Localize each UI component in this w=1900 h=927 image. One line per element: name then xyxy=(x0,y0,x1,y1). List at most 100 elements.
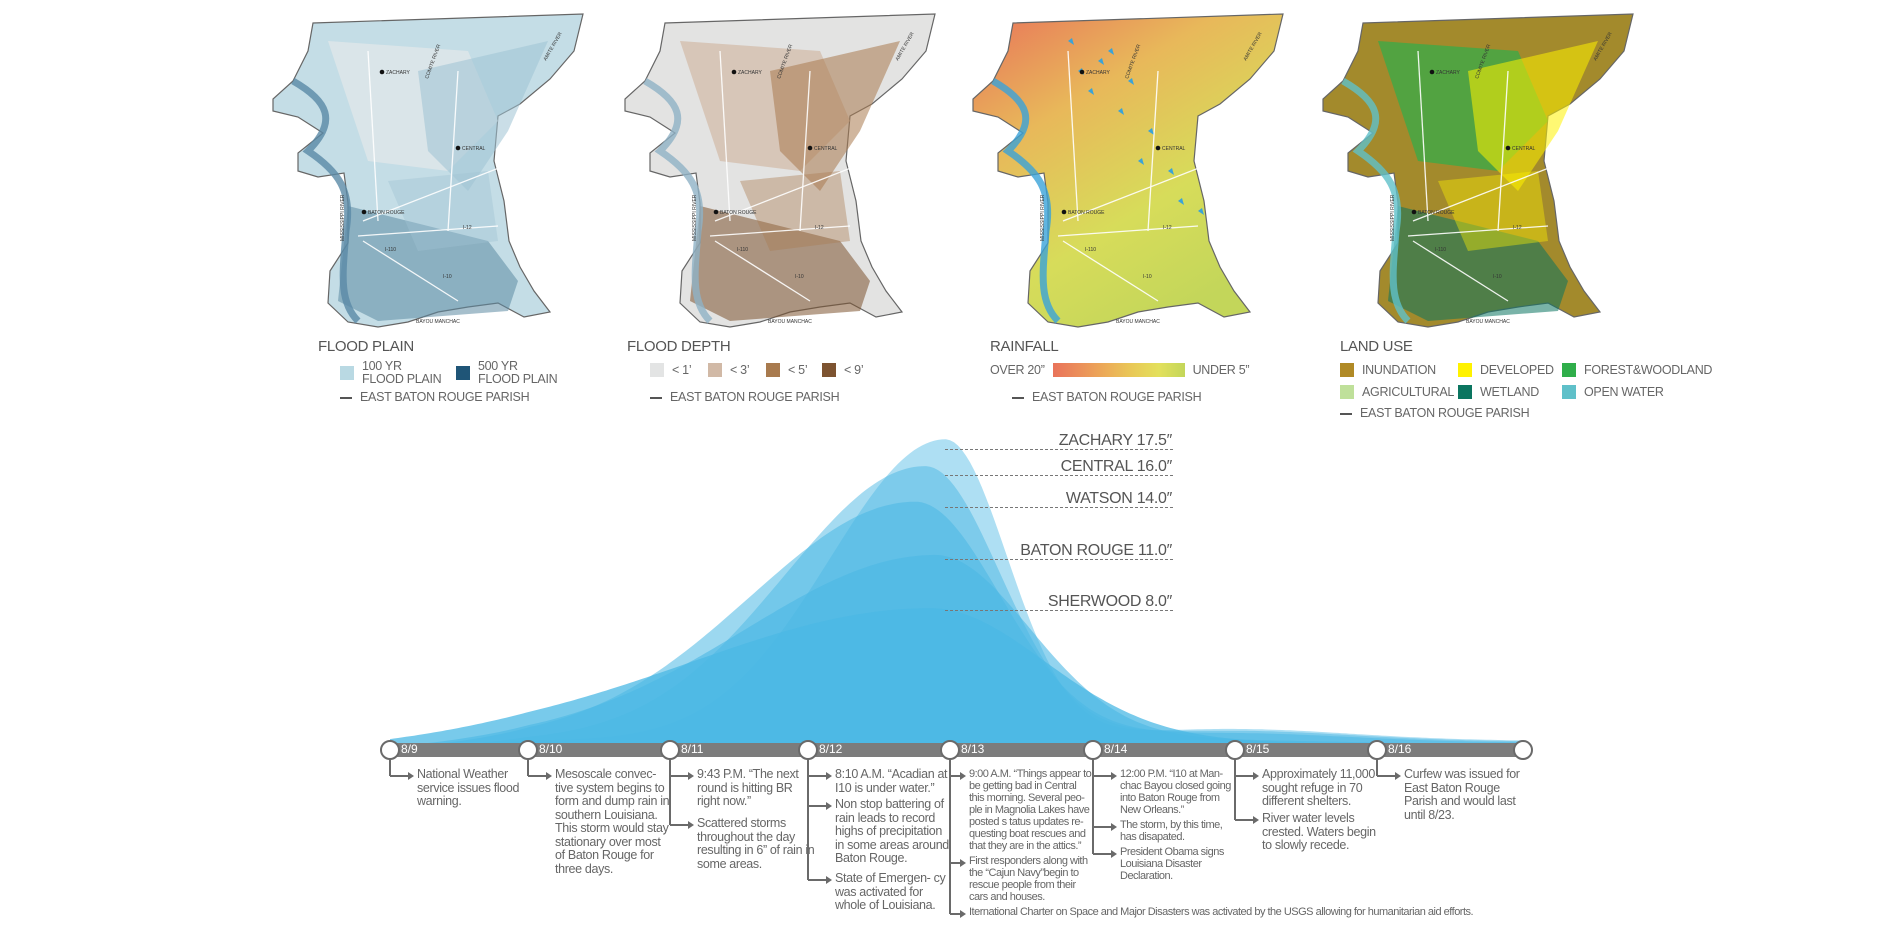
timeline-event-text: State of Emergen- cy was activated for w… xyxy=(835,871,946,912)
svg-text:I-110: I-110 xyxy=(385,247,396,253)
timeline-event-text: The storm, by this time, has disapated. xyxy=(1120,819,1223,843)
legend-item: INUNDATION xyxy=(1340,363,1436,377)
peak-label-zachary: ZACHARY 17.5″ xyxy=(1058,432,1173,449)
arrow-icon xyxy=(1235,772,1259,780)
svg-text:MISSISSIPPI RIVER: MISSISSIPPI RIVER xyxy=(340,194,346,241)
legend-label: < 5’ xyxy=(788,362,808,377)
timeline-event-text: Curfew was issued for East Baton Rouge P… xyxy=(1404,767,1520,822)
peak-dashed-line xyxy=(945,559,1173,560)
swatch xyxy=(1562,363,1576,377)
timeline-event-text: First responders along with the “Cajun N… xyxy=(969,855,1088,903)
timeline-node-8-11[interactable] xyxy=(660,740,680,760)
svg-text:MISSISSIPPI RIVER: MISSISSIPPI RIVER xyxy=(1040,194,1046,241)
legend-label: EAST BATON ROUGE PARISH xyxy=(1032,390,1202,404)
svg-text:BAYOU MANCHAC: BAYOU MANCHAC xyxy=(1116,319,1160,325)
timeline-event-text: President Obama signs Louisiana Disaster… xyxy=(1120,846,1224,882)
timeline-connector xyxy=(807,758,809,880)
timeline-date-label: 8/10 xyxy=(539,742,563,756)
legend-item: < 9’ xyxy=(822,362,864,377)
arrow-icon xyxy=(808,772,832,780)
timeline-event-text: Iternational Charter on Space and Major … xyxy=(969,906,1474,918)
timeline-connector xyxy=(1092,758,1094,854)
arrow-icon xyxy=(950,772,966,780)
timeline-event-text: 9:43 P.M. “The next round is hitting BR … xyxy=(697,767,799,808)
svg-text:ZACHARY: ZACHARY xyxy=(1086,70,1110,76)
legend-item: AGRICULTURAL xyxy=(1340,385,1454,399)
peak-dashed-line xyxy=(945,475,1173,476)
arrow-icon xyxy=(1093,850,1117,858)
legend-item: < 3’ xyxy=(708,363,750,377)
arrow-icon xyxy=(390,772,414,780)
arrow-icon xyxy=(670,772,694,780)
svg-text:BATON ROUGE: BATON ROUGE xyxy=(368,210,405,216)
timeline-event-text: 12:00 P.M. “I10 at Man- chac Bayou close… xyxy=(1120,768,1231,816)
timeline-node-8-9[interactable] xyxy=(380,740,400,760)
timeline-event-text: Mesoscale convec- tive system begins to … xyxy=(555,767,670,876)
timeline-connector xyxy=(1234,758,1236,820)
arrow-icon xyxy=(1093,823,1117,831)
map-rainfall: ZACHARY CENTRAL BATON ROUGE MISSISSIPPI … xyxy=(968,10,1288,332)
legend-item: DEVELOPED xyxy=(1458,363,1554,377)
timeline-node-8-13[interactable] xyxy=(940,740,960,760)
legend-boundary: EAST BATON ROUGE PARISH xyxy=(1340,407,1530,420)
peak-label-sherwood: SHERWOOD 8.0″ xyxy=(1047,593,1172,610)
legend-label: AGRICULTURAL xyxy=(1362,384,1455,399)
legend-item: FOREST&WOODLAND xyxy=(1562,363,1712,377)
swatch xyxy=(1562,385,1576,399)
timeline-node-8-14[interactable] xyxy=(1083,740,1103,760)
legend-label: INUNDATION xyxy=(1362,362,1436,377)
runoff-arrow-icons xyxy=(1068,38,1204,215)
boundary-line-icon xyxy=(1012,396,1024,399)
arrow-icon xyxy=(808,802,832,810)
legend-label: OPEN WATER xyxy=(1584,384,1664,399)
timeline-node-8-16[interactable] xyxy=(1367,740,1387,760)
legend-label: < 9’ xyxy=(844,362,864,377)
arrow-icon xyxy=(1235,816,1259,824)
timeline-node-8-15[interactable] xyxy=(1225,740,1245,760)
svg-text:ZACHARY: ZACHARY xyxy=(738,70,762,76)
timeline-node-8-10[interactable] xyxy=(518,740,538,760)
legend-boundary: EAST BATON ROUGE PARISH xyxy=(340,391,530,404)
svg-text:BAYOU MANCHAC: BAYOU MANCHAC xyxy=(416,319,460,325)
svg-text:ZACHARY: ZACHARY xyxy=(1436,70,1460,76)
timeline-date-label: 8/11 xyxy=(681,742,704,756)
timeline-date-label: 8/13 xyxy=(961,742,985,756)
rainfall-gradient-bar xyxy=(1052,363,1185,377)
legend-item: OPEN WATER xyxy=(1562,385,1664,399)
timeline-event-text: Approximately 11,000 sought refuge in 70… xyxy=(1262,767,1375,808)
swatch xyxy=(766,363,780,377)
swatch xyxy=(1458,385,1472,399)
map-land-use: ZACHARY CENTRAL BATON ROUGE MISSISSIPPI … xyxy=(1318,10,1638,332)
legend-label: FLOOD PLAIN xyxy=(478,372,558,386)
peak-dashed-line xyxy=(945,449,1173,450)
map-flood-plain: ZACHARY CENTRAL BATON ROUGE MISSISSIPPI … xyxy=(268,10,588,332)
svg-text:BATON ROUGE: BATON ROUGE xyxy=(1068,210,1105,216)
timeline-node-8-12[interactable] xyxy=(798,740,818,760)
svg-text:I-12: I-12 xyxy=(463,225,472,231)
legend-label: < 1’ xyxy=(672,362,692,377)
rainfall-scale: OVER 20” UNDER 5” xyxy=(990,363,1250,377)
boundary-line-icon xyxy=(1340,412,1352,415)
svg-text:I-10: I-10 xyxy=(443,274,452,280)
svg-text:I-12: I-12 xyxy=(1163,225,1172,231)
svg-text:I-10: I-10 xyxy=(1143,274,1152,280)
timeline-date-label: 8/16 xyxy=(1388,742,1412,756)
svg-text:CENTRAL: CENTRAL xyxy=(462,146,486,152)
svg-text:CENTRAL: CENTRAL xyxy=(1512,146,1536,152)
timeline-event-text: River water levels crested. Waters begin… xyxy=(1262,811,1376,852)
timeline-connector xyxy=(669,758,671,825)
svg-text:BATON ROUGE: BATON ROUGE xyxy=(720,210,757,216)
legend-item-100yr: 100 YR FLOOD PLAIN xyxy=(340,360,442,386)
arrow-icon xyxy=(670,821,694,829)
swatch xyxy=(1458,363,1472,377)
timeline-event-text: Non stop battering of rain leads to reco… xyxy=(835,797,949,865)
timeline-date-label: 8/15 xyxy=(1246,742,1270,756)
svg-text:BATON ROUGE: BATON ROUGE xyxy=(1418,210,1455,216)
timeline-connector xyxy=(1376,758,1378,776)
arrow-icon xyxy=(950,859,966,867)
legend-boundary: EAST BATON ROUGE PARISH xyxy=(1012,390,1202,404)
timeline-date-label: 8/9 xyxy=(401,742,418,756)
arrow-icon xyxy=(1377,772,1401,780)
legend-label: FLOOD PLAIN xyxy=(362,372,442,386)
legend-title: RAINFALL xyxy=(990,338,1059,355)
